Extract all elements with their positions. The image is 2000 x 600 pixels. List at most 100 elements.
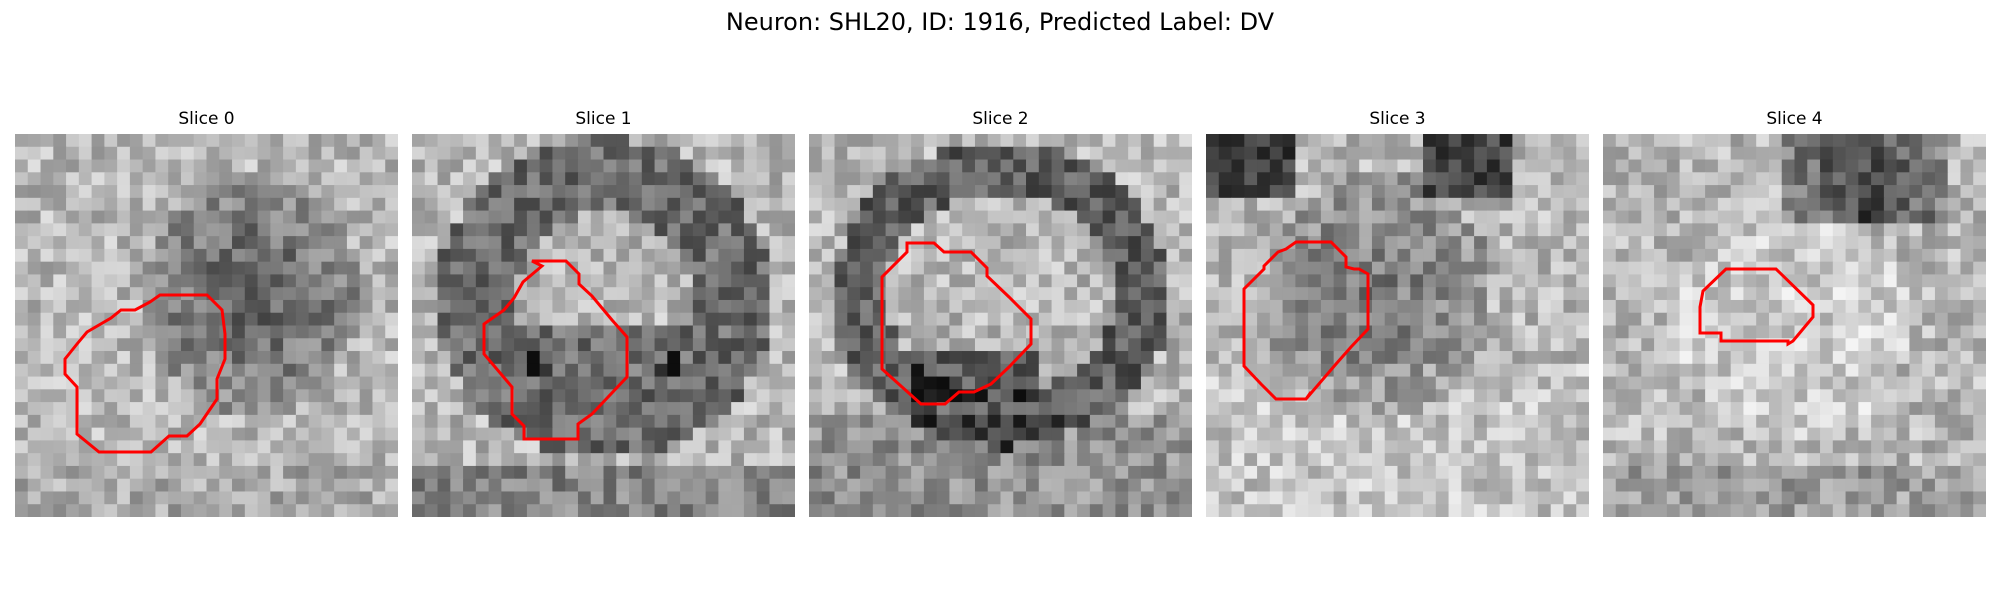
pixel-cell [1179,287,1192,301]
pixel-cell [1295,274,1309,288]
pixel-cell [641,261,656,276]
pixel-cell [1346,236,1360,250]
pixel-cell [1960,197,1974,212]
pixel-cell [1244,236,1258,250]
pixel-cell [526,440,541,454]
pixel-cell [962,402,976,416]
pixel-cell [244,453,259,467]
pixel-cell [1525,248,1539,263]
pixel-cell [1166,287,1180,301]
pixel-cell [53,236,67,250]
pixel-cell [654,197,668,212]
pixel-cell [129,274,144,288]
pixel-cell [1423,338,1437,352]
pixel-cell [244,478,259,493]
pixel-cell [1461,453,1475,467]
pixel-cell [437,299,451,314]
pixel-cell [1077,504,1091,517]
pixel-cell [1909,389,1923,403]
pixel-cell [1628,363,1642,378]
pixel-cell [1166,402,1180,416]
pixel-cell [1448,363,1462,378]
pixel-cell [1730,197,1745,212]
pixel-cell [1973,465,1986,480]
pixel-cell [911,491,925,505]
pixel-cell [1333,363,1348,378]
pixel-cell [424,440,439,454]
pixel-cell [450,440,464,454]
pixel-cell [359,210,374,224]
pixel-cell [1832,274,1847,288]
pixel-cell [1140,402,1155,416]
pixel-cell [565,453,579,467]
pixel-cell [1257,134,1271,148]
pixel-cell [911,210,925,224]
pixel-cell [1257,402,1271,416]
pixel-cell [1525,312,1539,327]
pixel-cell [1832,376,1847,390]
pixel-cell [334,504,348,517]
pixel-cell [1705,440,1719,454]
pixel-cell [974,197,989,212]
pixel-cell [667,465,681,480]
pixel-cell [1486,134,1501,148]
pixel-cell [1435,338,1450,352]
pixel-cell [1909,274,1923,288]
pixel-cell [1781,325,1796,339]
pixel-cell [1346,172,1360,186]
pixel-cell [117,478,131,493]
pixel-cell [1896,134,1910,148]
pixel-cell [308,440,322,454]
pixel-cell [616,248,630,263]
pixel-cell [1269,159,1284,173]
pixel-cell [603,261,617,276]
pixel-cell [565,478,579,493]
pixel-cell [1576,338,1589,352]
pixel-cell [1576,210,1589,224]
pixel-cell [334,134,348,148]
pixel-cell [590,210,605,224]
pixel-cell [78,287,93,301]
pixel-cell [1486,478,1501,493]
pixel-cell [1871,363,1885,378]
pixel-cell [1807,248,1821,263]
pixel-cell [1308,427,1322,441]
pixel-cell [104,134,118,148]
pixel-cell [769,274,783,288]
pixel-cell [1153,248,1168,263]
pixel-cell [1525,185,1539,199]
pixel-cell [1269,453,1284,467]
pixel-cell [1883,338,1898,352]
pixel-cell [1858,210,1872,224]
pixel-cell [346,210,361,224]
pixel-cell [962,325,976,339]
pixel-cell [219,402,233,416]
pixel-cell [295,389,310,403]
pixel-cell [1115,376,1129,390]
pixel-cell [936,261,951,276]
pixel-cell [1384,351,1399,365]
pixel-cell [1871,248,1885,263]
pixel-cell [1461,210,1475,224]
pixel-cell [66,287,80,301]
pixel-cell [911,248,925,263]
pixel-cell [193,185,208,199]
pixel-cell [1666,146,1681,161]
pixel-cell [1397,134,1411,148]
pixel-cell [206,172,220,186]
pixel-cell [15,248,29,263]
pixel-cell [372,223,386,237]
pixel-cell [321,261,335,276]
pixel-cell [1166,210,1180,224]
pixel-cell [117,159,131,173]
pixel-cell [1730,312,1745,327]
pixel-cell [565,389,579,403]
pixel-cell [104,210,118,224]
pixel-cell [1038,465,1053,480]
pixel-cell [412,159,426,173]
pixel-cell [1384,172,1399,186]
pixel-cell [1435,376,1450,390]
pixel-cell [1679,236,1693,250]
pixel-cell [1934,248,1949,263]
pixel-cell [809,389,823,403]
